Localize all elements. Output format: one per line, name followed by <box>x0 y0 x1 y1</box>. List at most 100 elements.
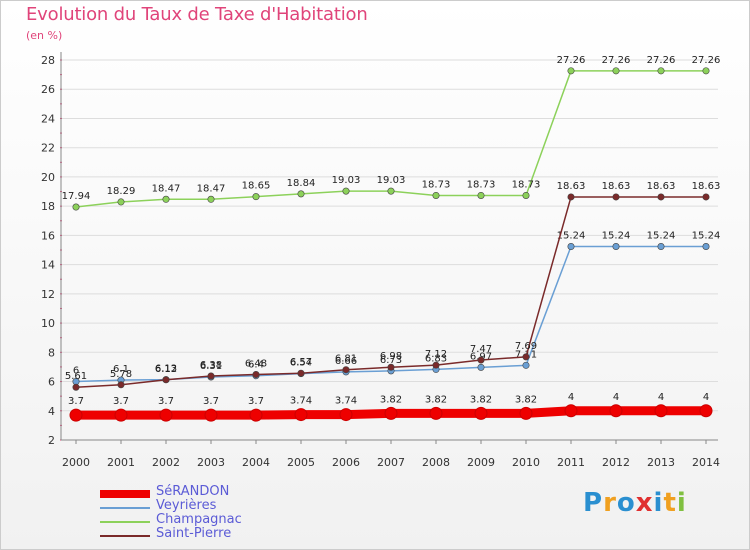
data-point <box>612 242 620 250</box>
data-point <box>702 193 710 201</box>
data-point <box>69 408 83 422</box>
data-label: 3.7 <box>248 396 264 407</box>
chart-title: Evolution du Taux de Taxe d'Habitation <box>26 4 368 25</box>
data-point <box>117 198 125 206</box>
data-point <box>252 193 260 201</box>
data-label: 6.48 <box>245 359 267 370</box>
logo-letter: i <box>653 488 664 518</box>
data-label: 7.69 <box>515 341 537 352</box>
logo-letter: r <box>603 488 617 518</box>
logo-letter: P <box>583 488 604 518</box>
x-tick-label: 2000 <box>62 456 90 469</box>
data-point <box>252 371 260 379</box>
data-label: 6.31 <box>200 361 222 372</box>
data-point <box>519 406 533 420</box>
x-tick-label: 2001 <box>107 456 135 469</box>
data-point <box>657 67 665 75</box>
data-point <box>117 381 125 389</box>
data-label: 3.82 <box>380 394 402 405</box>
data-label: 3.74 <box>290 396 312 407</box>
data-label: 18.63 <box>557 181 586 192</box>
data-label: 6.1 <box>113 364 129 375</box>
x-tick-label: 2008 <box>422 456 450 469</box>
data-point <box>474 406 488 420</box>
data-point <box>564 404 578 418</box>
x-tick-label: 2004 <box>242 456 270 469</box>
data-label: 27.26 <box>647 55 676 66</box>
data-point <box>387 187 395 195</box>
legend-label: Champagnac <box>156 512 242 527</box>
data-label: 3.7 <box>158 396 174 407</box>
data-label: 7.47 <box>470 344 492 355</box>
data-point <box>249 408 263 422</box>
logo-letter: t <box>663 488 677 518</box>
data-label: 6.66 <box>335 356 357 367</box>
data-label: 6.98 <box>380 351 402 362</box>
logo-letter: i <box>676 488 687 518</box>
data-label: 4 <box>613 392 619 403</box>
legend-swatch <box>100 535 150 537</box>
y-unit-label: (en %) <box>26 29 63 42</box>
y-tick-label: 6 <box>48 376 55 389</box>
data-label: 6.81 <box>335 354 357 365</box>
y-tick-label: 22 <box>41 142 55 155</box>
data-point <box>342 366 350 374</box>
data-label: 18.73 <box>467 179 496 190</box>
data-point <box>612 193 620 201</box>
data-point <box>72 203 80 211</box>
data-label: 6.13 <box>155 364 177 375</box>
data-label: 18.29 <box>107 186 136 197</box>
legend-label: SéRANDON <box>156 484 230 499</box>
data-label: 19.03 <box>377 175 406 186</box>
data-point <box>159 408 173 422</box>
data-label: 6.57 <box>290 357 312 368</box>
data-label: 27.26 <box>692 55 721 66</box>
data-label: 3.82 <box>515 394 537 405</box>
data-point <box>162 376 170 384</box>
y-tick-label: 16 <box>41 229 55 242</box>
legend: SéRANDON Veyrières Champagnac Saint-Pierre <box>100 484 300 542</box>
data-point <box>72 383 80 391</box>
data-label: 3.82 <box>425 394 447 405</box>
data-label: 18.73 <box>422 179 451 190</box>
legend-swatch <box>100 521 150 523</box>
x-tick-label: 2009 <box>467 456 495 469</box>
data-label: 6.83 <box>425 353 447 364</box>
data-label: 18.65 <box>242 181 271 192</box>
y-tick-label: 26 <box>41 83 55 96</box>
data-point <box>207 372 215 380</box>
x-tick-label: 2011 <box>557 456 585 469</box>
data-label: 18.73 <box>512 179 541 190</box>
data-label: 6.38 <box>200 360 222 371</box>
data-point <box>609 404 623 418</box>
data-label: 4 <box>658 392 664 403</box>
data-point <box>702 242 710 250</box>
data-label: 19.03 <box>332 175 361 186</box>
x-tick-label: 2006 <box>332 456 360 469</box>
data-point <box>567 67 575 75</box>
x-tick-label: 2012 <box>602 456 630 469</box>
x-tick-label: 2013 <box>647 456 675 469</box>
data-label: 6.12 <box>155 364 177 375</box>
data-label: 3.74 <box>335 396 357 407</box>
data-label: 18.47 <box>197 183 226 194</box>
data-label: 3.7 <box>113 396 129 407</box>
legend-swatch <box>100 490 150 498</box>
data-point <box>432 361 440 369</box>
data-label: 15.24 <box>692 230 721 241</box>
data-point <box>387 363 395 371</box>
x-tick-label: 2014 <box>692 456 720 469</box>
data-label: 4 <box>568 392 574 403</box>
data-label: 18.84 <box>287 178 316 189</box>
x-tick-label: 2003 <box>197 456 225 469</box>
data-label: 4 <box>703 392 709 403</box>
data-label: 17.94 <box>62 191 91 202</box>
logo-letter: o <box>616 488 636 518</box>
x-tick-label: 2007 <box>377 456 405 469</box>
data-label: 27.26 <box>557 55 586 66</box>
data-label: 18.63 <box>602 181 631 192</box>
y-tick-label: 20 <box>41 171 55 184</box>
data-label: 3.7 <box>203 396 219 407</box>
y-tick-label: 12 <box>41 288 55 301</box>
y-tick-label: 14 <box>41 259 55 272</box>
